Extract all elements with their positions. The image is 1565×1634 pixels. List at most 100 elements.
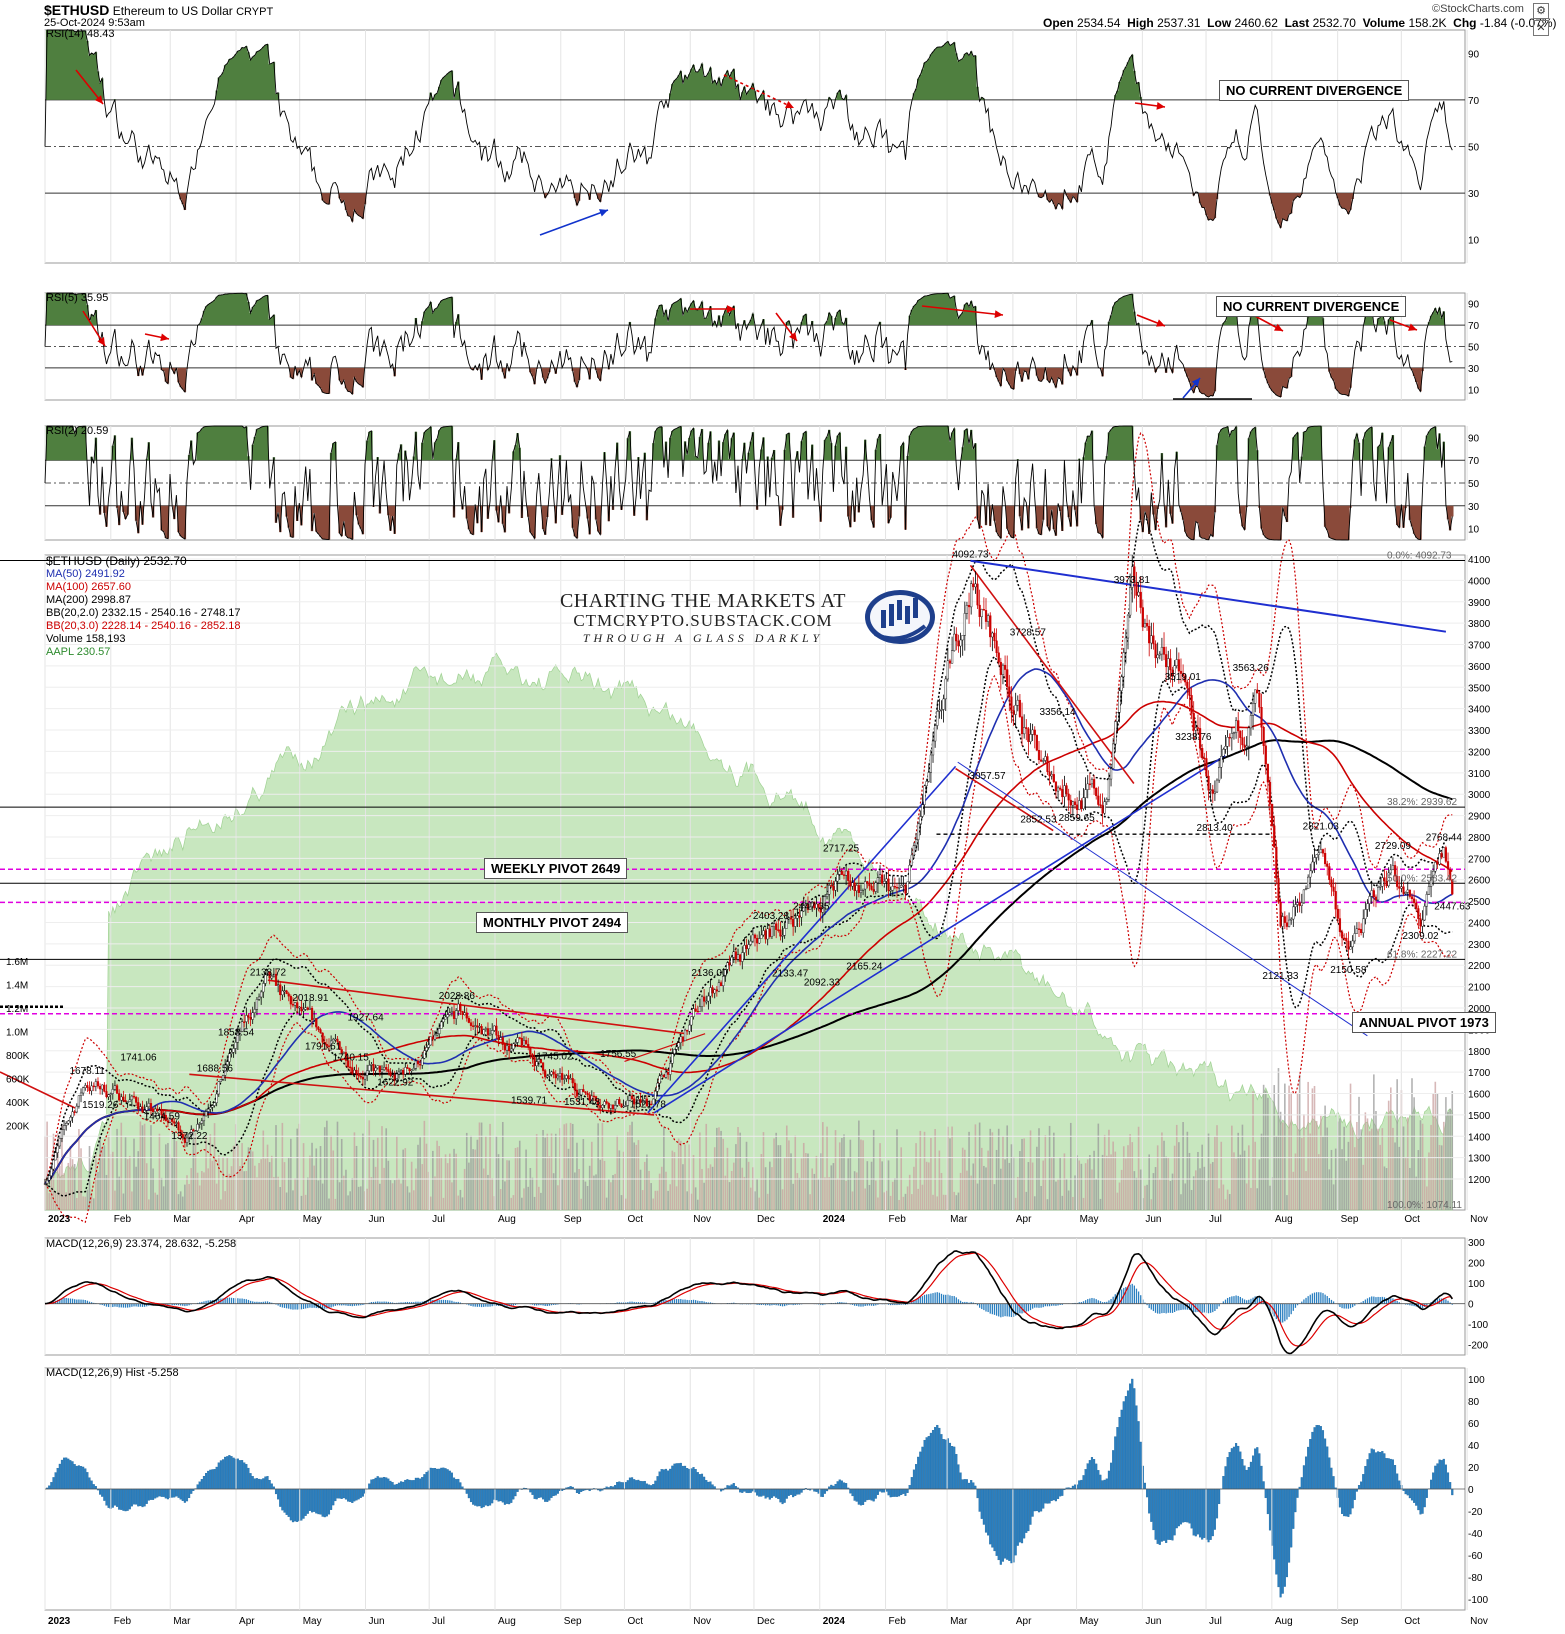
chart-mark	[130, 1488, 133, 1507]
chart-mark	[274, 1488, 278, 1495]
x-tick-bottom: Jul	[1209, 1616, 1222, 1627]
chart-mark	[590, 1141, 593, 1210]
chart-mark	[898, 1488, 901, 1497]
price-label: 3356.14	[1039, 707, 1076, 718]
chart-mark	[1078, 1480, 1081, 1490]
chart-mark	[883, 1488, 886, 1493]
chart-mark	[923, 785, 926, 805]
chart-mark	[105, 1174, 108, 1210]
chart-mark	[1046, 1488, 1049, 1504]
chart-mark	[103, 1084, 106, 1092]
chart-mark	[1332, 886, 1335, 892]
chart-mark	[957, 1464, 960, 1490]
gear-icon[interactable]: ⚙	[1533, 3, 1549, 19]
chart-mark	[230, 1166, 233, 1210]
chart-mark	[895, 886, 899, 889]
chart-mark	[1069, 1122, 1072, 1210]
y-tick-price: 1200	[1468, 1175, 1491, 1186]
chart-mark	[582, 1089, 585, 1092]
chart-mark	[855, 885, 858, 892]
chart-mark	[1428, 1152, 1430, 1210]
chart-mark	[1396, 875, 1399, 887]
chart-mark	[1018, 699, 1022, 717]
chart-mark	[753, 934, 757, 939]
close-icon[interactable]: ✕	[1533, 20, 1549, 36]
chart-mark	[942, 1439, 945, 1490]
chart-mark	[209, 1107, 212, 1110]
chart-mark	[944, 1439, 947, 1490]
chart-mark	[493, 1196, 496, 1210]
chart-mark	[1120, 676, 1123, 691]
chart-mark	[819, 1153, 822, 1210]
chart-mark	[667, 1190, 669, 1210]
chart-mark	[900, 1488, 903, 1496]
chart-mark	[1201, 1488, 1204, 1540]
chart-mark	[467, 1488, 470, 1499]
chart-mark	[1194, 727, 1197, 731]
chart-mark	[845, 870, 848, 876]
chart-mark	[281, 1488, 284, 1511]
chart-mark	[726, 962, 729, 970]
chart-mark	[660, 1469, 663, 1490]
chart-mark	[891, 1488, 894, 1497]
chart-mark	[853, 882, 856, 892]
chart-mark	[639, 1169, 642, 1210]
chart-mark	[1353, 933, 1356, 942]
chart-mark	[404, 1067, 407, 1075]
chart-mark	[1394, 1142, 1396, 1210]
chart-mark	[1300, 1477, 1303, 1490]
rsi5-line	[44, 292, 1453, 398]
x-tick-main: Feb	[114, 1214, 132, 1225]
chart-mark	[832, 886, 835, 891]
chart-mark	[1434, 1465, 1437, 1490]
chart-mark	[1211, 1162, 1214, 1210]
chart-mark	[1010, 696, 1013, 711]
hist-y-tick: 60	[1468, 1419, 1480, 1430]
chart-mark	[1351, 1488, 1354, 1509]
chart-mark	[696, 1472, 699, 1490]
chart-mark	[1116, 1192, 1119, 1210]
chart-mark	[970, 1175, 972, 1210]
chart-mark	[823, 896, 827, 908]
chart-mark	[1366, 1459, 1369, 1490]
chart-mark	[690, 1468, 693, 1490]
chart-mark	[595, 1174, 597, 1210]
chart-mark	[1190, 1488, 1193, 1529]
chart-mark	[308, 1488, 311, 1511]
chart-mark	[618, 1150, 621, 1210]
chart-mark	[1368, 1131, 1371, 1210]
chart-mark	[97, 1171, 99, 1210]
chart-mark	[624, 1105, 627, 1107]
chart-mark	[650, 1485, 653, 1490]
chart-mark	[143, 1488, 146, 1507]
chart-mark	[538, 1186, 540, 1210]
x-tick-bottom: Aug	[498, 1616, 516, 1627]
chart-mark	[1006, 669, 1009, 688]
chart-mark	[1432, 1472, 1435, 1490]
chart-mark	[249, 1150, 252, 1210]
chart-mark	[951, 1126, 953, 1210]
chart-mark	[516, 1488, 519, 1492]
chart-mark	[955, 633, 958, 642]
chart-mark	[408, 1479, 411, 1490]
chart-mark	[478, 1488, 481, 1507]
chart-mark	[310, 1488, 314, 1513]
chart-mark	[883, 881, 886, 884]
chart-mark	[260, 1159, 262, 1210]
chart-mark	[75, 1105, 78, 1113]
macd-y-tick: 100	[1468, 1279, 1485, 1290]
chart-mark	[287, 1157, 290, 1210]
chart-mark	[503, 1043, 507, 1051]
chart-mark	[758, 1488, 761, 1497]
chart-mark	[73, 1464, 76, 1490]
chart-mark	[917, 1456, 920, 1490]
chart-mark	[554, 1073, 557, 1079]
chart-mark	[1046, 1199, 1049, 1210]
chart-mark	[165, 1144, 167, 1210]
chart-mark	[614, 1105, 617, 1110]
price-label: 1791.61	[305, 1042, 342, 1053]
chart-mark	[1438, 1459, 1441, 1490]
chart-mark	[440, 1467, 443, 1490]
trendline-red-lower	[955, 767, 1054, 832]
chart-mark	[745, 1141, 748, 1210]
